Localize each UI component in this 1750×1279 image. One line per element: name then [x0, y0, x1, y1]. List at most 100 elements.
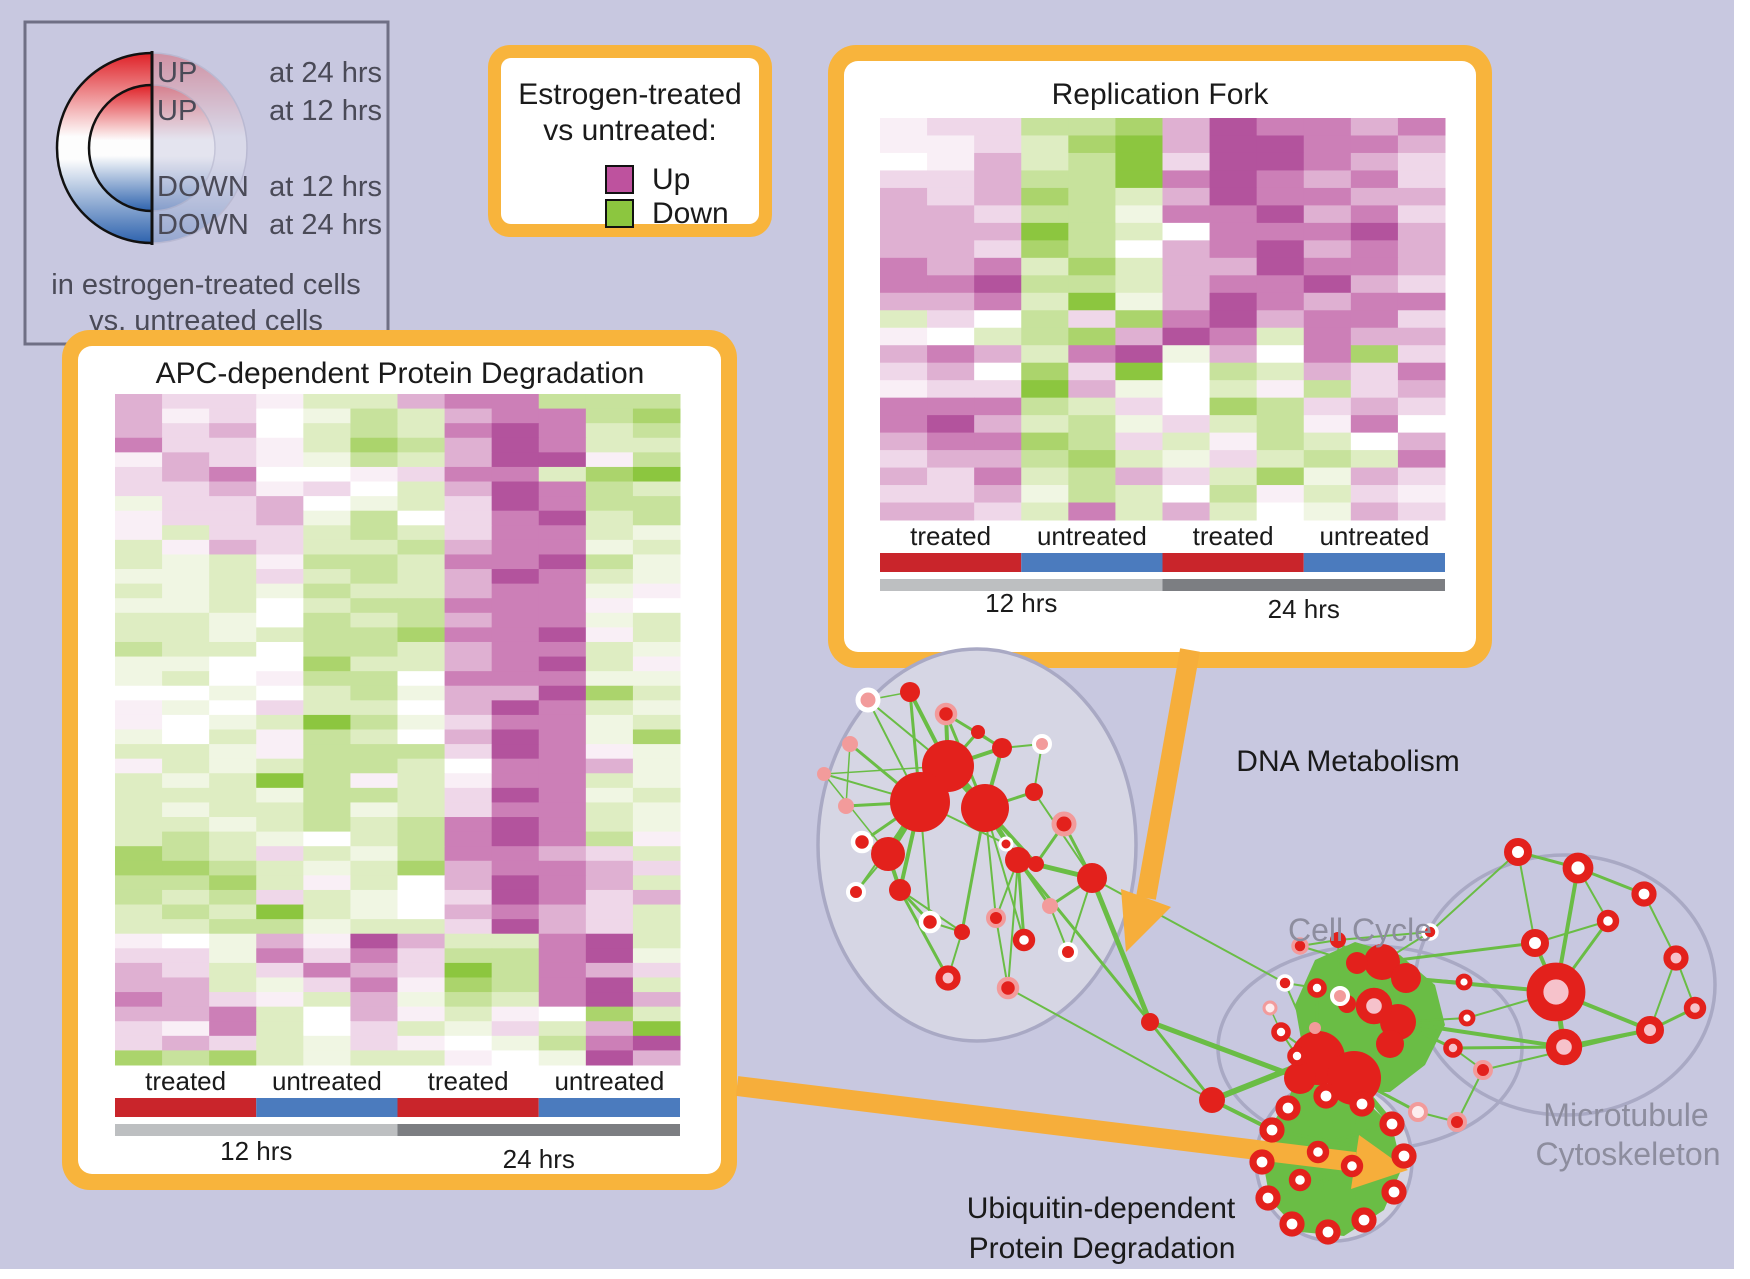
- heatmap-cell: [585, 598, 634, 614]
- heatmap-cell: [350, 904, 398, 920]
- heatmap-cell: [1162, 257, 1211, 276]
- network-node: [1279, 1211, 1305, 1237]
- time-bar-24hrs: [397, 1124, 680, 1136]
- heatmap-cell: [491, 641, 540, 658]
- network-node: [1307, 978, 1327, 998]
- heatmap-cell: [162, 569, 210, 585]
- heatmap-cell: [1162, 118, 1211, 136]
- heatmap-cell: [209, 802, 257, 818]
- heatmap-cell: [632, 583, 681, 599]
- heatmap-cell: [444, 466, 493, 483]
- heatmap-cell: [350, 583, 398, 599]
- heatmap-cell: [632, 569, 681, 585]
- heatmap-cell: [632, 627, 681, 643]
- heatmap-cell: [1350, 187, 1399, 206]
- heatmap-cell: [209, 569, 257, 585]
- heatmap-cell: [444, 481, 493, 497]
- heatmap-cell: [209, 904, 257, 920]
- heatmap-cell: [927, 345, 975, 364]
- up-swatch: [605, 165, 634, 194]
- heatmap-cell: [1115, 187, 1163, 206]
- heatmap-cell: [397, 948, 446, 964]
- heatmap-cell: [491, 423, 540, 439]
- heatmap-cell: [1256, 118, 1305, 136]
- heatmap-cell: [1115, 450, 1163, 469]
- heatmap-cell: [209, 919, 257, 935]
- heatmap-cell: [350, 1035, 398, 1051]
- heatmap-cell: [1068, 415, 1116, 434]
- heatmap-cell: [256, 889, 304, 906]
- heatmap-cell: [256, 758, 304, 774]
- network-edge: [845, 743, 851, 807]
- heatmap-cell: [444, 569, 493, 585]
- heatmap-cell: [1350, 345, 1399, 364]
- heatmap-cell: [880, 432, 928, 451]
- heatmap-cell: [162, 598, 210, 614]
- heatmap-cell: [303, 846, 351, 862]
- heatmap-cell: [1209, 345, 1258, 364]
- heatmap-cell: [397, 394, 446, 410]
- heatmap-cell: [632, 860, 681, 876]
- heatmap-cell: [491, 685, 540, 701]
- network-edge: [1016, 858, 1026, 942]
- network-node: [1381, 1179, 1407, 1205]
- network-node: [1458, 1009, 1476, 1027]
- heatmap-cell: [1209, 467, 1258, 486]
- heatmap-cell: [115, 408, 163, 424]
- network-node: [1636, 1016, 1664, 1044]
- heatmap-cell: [1162, 135, 1211, 154]
- heatmap-cell: [1115, 205, 1163, 224]
- heatmap-cell: [880, 187, 928, 206]
- heatmap-cell: [162, 904, 210, 920]
- heatmap-cell: [1068, 292, 1116, 311]
- heatmap-cell: [1256, 257, 1305, 276]
- heatmap-cell: [350, 627, 398, 643]
- heatmap-cell: [632, 817, 681, 833]
- heatmap-cell: [397, 1050, 446, 1066]
- heatmap-cell: [115, 394, 163, 410]
- heatmap-cell: [585, 846, 634, 862]
- network-node: [1526, 962, 1586, 1022]
- condition-bar: [115, 1098, 257, 1117]
- heatmap-cell: [1350, 152, 1399, 171]
- heatmap-cell: [397, 496, 446, 512]
- network-node: [1051, 811, 1077, 837]
- condition-bar: [880, 553, 1022, 572]
- heatmap-cell: [303, 1050, 351, 1066]
- heatmap-cell: [256, 831, 304, 847]
- heatmap-cell: [1021, 240, 1069, 259]
- heatmap-cell: [1397, 310, 1446, 329]
- heatmap-cell: [162, 408, 210, 424]
- heatmap-cell: [1350, 362, 1399, 381]
- heatmap-cell: [491, 539, 540, 555]
- heatmap-cell: [1115, 467, 1163, 486]
- heatmap-cell: [350, 875, 398, 891]
- heatmap-cell: [1021, 450, 1069, 469]
- heatmap-cell: [974, 205, 1022, 224]
- heatmap-cell: [115, 452, 163, 468]
- network-node: [1005, 847, 1031, 873]
- heatmap-cell: [444, 773, 493, 789]
- network-node: [1259, 1117, 1285, 1143]
- heatmap-cell: [162, 423, 210, 439]
- heatmap-cell: [303, 714, 351, 730]
- heatmap-cell: [303, 962, 351, 978]
- heatmap-cell: [350, 525, 398, 541]
- heatmap-cell: [303, 744, 351, 760]
- heatmap-cell: [1162, 362, 1211, 381]
- heatmap-cell: [1350, 240, 1399, 259]
- heatmap-cell: [585, 904, 634, 920]
- heatmap-cell: [1068, 118, 1116, 136]
- heatmap-cell: [538, 904, 587, 920]
- heatmap-cell: [1303, 310, 1352, 329]
- heatmap-cell: [491, 671, 540, 687]
- heatmap-cell: [444, 583, 493, 599]
- heatmap-cell: [585, 496, 634, 512]
- heatmap-cell: [1162, 502, 1211, 521]
- heatmap-cell: [1350, 205, 1399, 224]
- heatmap-cell: [444, 948, 493, 964]
- heatmap-cell: [927, 240, 975, 259]
- heatmap-cell: [1068, 327, 1116, 346]
- heatmap-cell: [632, 496, 681, 512]
- heatmap-cell: [444, 641, 493, 658]
